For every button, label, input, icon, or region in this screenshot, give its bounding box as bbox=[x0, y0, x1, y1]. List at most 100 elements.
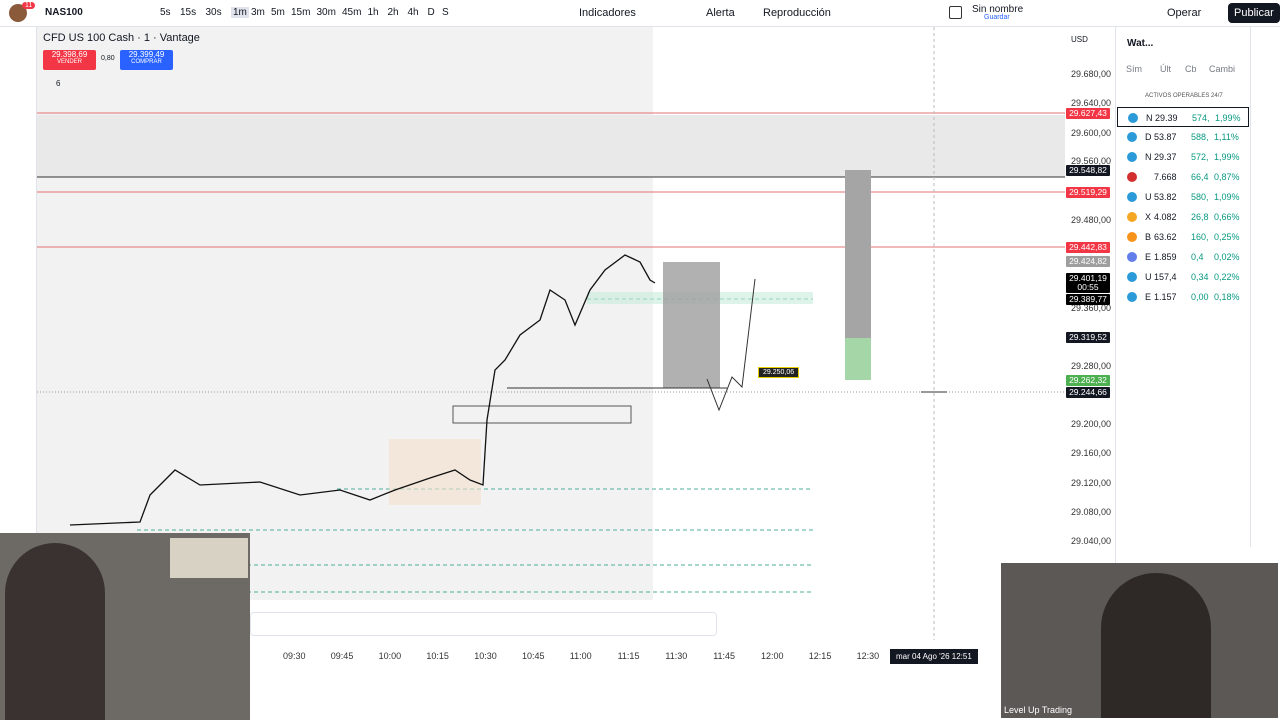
interval[interactable]: 15s bbox=[180, 7, 197, 18]
spread: 0,80 bbox=[101, 55, 115, 62]
right-sidebar bbox=[1250, 27, 1280, 547]
interval[interactable]: D bbox=[427, 7, 435, 18]
trade-button[interactable]: Operar bbox=[1167, 7, 1202, 19]
price-label: 29.120,00 bbox=[1071, 478, 1112, 488]
cell: 1,09% bbox=[1214, 192, 1240, 202]
interval[interactable]: 45m bbox=[342, 7, 362, 18]
cell: 0,4 bbox=[1191, 252, 1204, 262]
interval[interactable]: 30m bbox=[316, 7, 336, 18]
price-tag: 29.319,52 bbox=[1066, 332, 1110, 343]
buy-button[interactable]: 29.399,49 COMPRAR bbox=[120, 50, 173, 70]
cell: 572, bbox=[1191, 152, 1209, 162]
cursor-time: mar 04 Ago '26 12:51 bbox=[890, 649, 978, 664]
time-label: 12:30 bbox=[856, 651, 880, 661]
cell: 160, bbox=[1191, 232, 1209, 242]
sell-button[interactable]: 29.398,69 VENDER bbox=[43, 50, 96, 70]
time-label: 11:00 bbox=[569, 651, 592, 661]
interval[interactable]: 3m bbox=[251, 7, 265, 18]
price-tag: 29.262,32 bbox=[1066, 375, 1110, 386]
price-label: 29.480,00 bbox=[1071, 215, 1112, 225]
column-header: Cambi bbox=[1209, 64, 1236, 74]
cell: 53.82 bbox=[1154, 192, 1177, 202]
top-toolbar: 11 NAS100 5s 15s 30s 1m 3m 5m 15m 30m 45m 1h 2h 4h D… bbox=[0, 0, 1280, 27]
interval[interactable]: 5m bbox=[271, 7, 285, 18]
interval[interactable]: 30s bbox=[205, 7, 222, 18]
watchlist-title[interactable]: Wat... bbox=[1127, 38, 1154, 49]
symbol-icon bbox=[1127, 272, 1137, 282]
watchlist-row[interactable]: X 4.082 26,8 0,66% bbox=[1117, 207, 1249, 227]
cell: 0,18% bbox=[1214, 292, 1240, 302]
watchlist-row[interactable]: E 1.157 0,00 0,18% bbox=[1117, 287, 1249, 307]
avatar[interactable] bbox=[9, 4, 27, 22]
chart-title: CFD US 100 Cash · 1 · Vantage bbox=[43, 32, 200, 44]
cell: E bbox=[1145, 292, 1152, 302]
time-label: 12:00 bbox=[761, 651, 784, 661]
webcam-caption: Level Up Trading bbox=[1004, 705, 1073, 715]
checkbox[interactable] bbox=[949, 6, 962, 19]
symbol[interactable]: NAS100 bbox=[45, 7, 83, 18]
projection bbox=[706, 278, 756, 412]
price-tag: 29.424,82 bbox=[1066, 256, 1110, 267]
price-tag: 29.401,19 bbox=[1066, 273, 1110, 284]
cell: 574, bbox=[1192, 113, 1210, 123]
replay-button[interactable]: Reproducción bbox=[763, 7, 831, 19]
box bbox=[452, 405, 632, 424]
price-label: 29.080,00 bbox=[1071, 507, 1112, 517]
sell-price: 29.398,69 bbox=[51, 50, 88, 59]
time-label: 09:45 bbox=[330, 651, 354, 661]
watchlist-row[interactable]: B 63.62 160, 0,25% bbox=[1117, 227, 1249, 247]
buy-price: 29.399,49 bbox=[128, 50, 165, 59]
cell: X bbox=[1145, 212, 1152, 222]
interval[interactable]: 4h bbox=[407, 7, 419, 18]
cell: U bbox=[1145, 192, 1152, 202]
zone bbox=[37, 115, 1065, 177]
zone bbox=[389, 439, 481, 505]
interval[interactable]: 1m bbox=[231, 7, 249, 18]
time-label: 10:15 bbox=[426, 651, 449, 661]
person bbox=[5, 543, 105, 720]
watchlist-row[interactable]: U 157,4 0,34 0,22% bbox=[1117, 267, 1249, 287]
layout-name[interactable]: Sin nombre bbox=[972, 4, 1024, 15]
price-label: 29.160,00 bbox=[1071, 448, 1112, 458]
currency[interactable]: USD bbox=[1071, 35, 1088, 44]
cell: 1,99% bbox=[1215, 113, 1241, 123]
time-label: 10:00 bbox=[378, 651, 402, 661]
symbol-icon bbox=[1128, 113, 1138, 123]
price-tag: 29.389,77 bbox=[1066, 294, 1110, 305]
symbol-icon bbox=[1127, 192, 1137, 202]
indicator-count[interactable]: 6 bbox=[56, 79, 61, 88]
indicators-button[interactable]: Indicadores bbox=[579, 7, 636, 19]
cell: 0,02% bbox=[1214, 252, 1240, 262]
watchlist-row[interactable]: N 29.37 572, 1,99% bbox=[1117, 147, 1249, 167]
watchlist-row[interactable]: N 29.39 574, 1,99% bbox=[1117, 107, 1249, 127]
watchlist-row[interactable]: E 1.859 0,4 0,02% bbox=[1117, 247, 1249, 267]
watchlist-row[interactable]: U 53.82 580, 1,09% bbox=[1117, 187, 1249, 207]
cell: 1.157 bbox=[1154, 292, 1177, 302]
symbol-icon bbox=[1127, 252, 1137, 262]
price-label: 29.360,00 bbox=[1071, 303, 1112, 313]
price-tag: 29.244,66 bbox=[1066, 387, 1110, 398]
price-tag: 00:55 bbox=[1066, 282, 1110, 293]
interval[interactable]: 2h bbox=[387, 7, 399, 18]
watchlist-row[interactable]: D 53.87 588, 1,11% bbox=[1117, 127, 1249, 147]
publish-button[interactable]: Publicar bbox=[1228, 3, 1280, 23]
column-header: Cb bbox=[1185, 64, 1197, 74]
cell: 66,4 bbox=[1191, 172, 1209, 182]
interval[interactable]: 1h bbox=[367, 7, 379, 18]
position-box bbox=[845, 338, 871, 380]
cell: 4.082 bbox=[1154, 212, 1177, 222]
sell-label: VENDER bbox=[56, 59, 82, 65]
interval[interactable]: 5s bbox=[160, 7, 171, 18]
symbol-icon bbox=[1127, 292, 1137, 302]
position-box bbox=[663, 262, 720, 388]
cell: 0,22% bbox=[1214, 272, 1240, 282]
drawing-toolbar bbox=[0, 27, 37, 537]
cell: 26,8 bbox=[1191, 212, 1209, 222]
interval[interactable]: 15m bbox=[291, 7, 311, 18]
webcam-left bbox=[0, 533, 250, 720]
symbol-icon bbox=[1127, 212, 1137, 222]
alert-button[interactable]: Alerta bbox=[706, 7, 735, 19]
interval[interactable]: S bbox=[442, 7, 449, 18]
watchlist-row[interactable]: 7.668 66,4 0,87% bbox=[1117, 167, 1249, 187]
cell: 1,99% bbox=[1214, 152, 1240, 162]
